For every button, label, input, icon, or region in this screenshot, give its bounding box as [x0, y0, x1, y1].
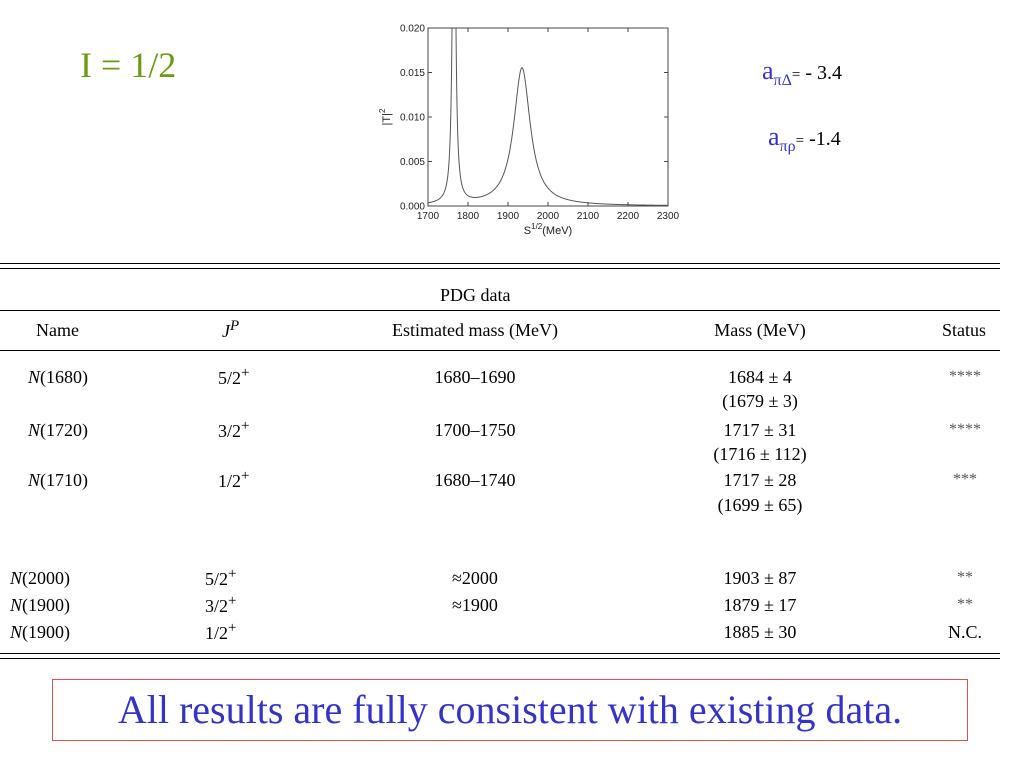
row-status: **** — [949, 368, 981, 385]
param-symbol: a — [762, 56, 774, 85]
row-jp: 1/2+ — [205, 620, 237, 643]
row-estimated-mass: ≈2000 — [452, 568, 498, 588]
y-tick-label: 0.005 — [400, 157, 425, 168]
y-tick-label: 0.015 — [400, 68, 425, 79]
row-jp: 5/2+ — [218, 365, 250, 388]
y-tick-label: 0.010 — [400, 113, 425, 124]
header-jp-base: J — [222, 321, 230, 341]
row-jp: 3/2+ — [205, 593, 237, 616]
x-axis-label: S1/2(MeV) — [524, 222, 572, 237]
param-a-pi-delta: aπΔ= - 3.4 — [762, 56, 842, 90]
row-mass-alt: (1699 ± 65) — [717, 495, 803, 515]
row-estimated-mass: ≈1900 — [452, 595, 498, 615]
row-estimated-mass: 1700–1750 — [434, 420, 516, 440]
header-name: Name — [36, 320, 79, 340]
plot-frame — [427, 27, 669, 207]
row-jp: 3/2+ — [218, 418, 250, 441]
row-name: N(1900) — [10, 622, 71, 642]
x-tick-label: 2200 — [617, 211, 640, 222]
header-mass: Mass (MeV) — [714, 320, 806, 340]
row-jp: 5/2+ — [205, 566, 237, 589]
header-rule — [0, 350, 1000, 351]
row-name: N(1900) — [10, 595, 71, 615]
x-tick-label: 2300 — [657, 211, 680, 222]
row-mass: 1879 ± 17 — [723, 595, 797, 615]
y-axis-label: |T|2 — [378, 108, 393, 125]
row-mass-alt: (1679 ± 3) — [722, 391, 798, 411]
table-bottom-rule-2 — [0, 658, 1000, 659]
header-estimated-mass: Estimated mass (MeV) — [392, 320, 558, 340]
header-status: Status — [942, 320, 987, 340]
y-tick-label: 0.020 — [400, 24, 425, 35]
row-name: N(2000) — [10, 568, 71, 588]
row-status: *** — [953, 471, 977, 488]
table-top-rule-1 — [0, 263, 1000, 264]
table-title: PDG data — [440, 285, 511, 305]
param-eq: = — [791, 67, 801, 83]
param-eq: = — [795, 133, 805, 149]
row-mass: 1684 ± 4 — [728, 367, 792, 387]
param-subscript: πρ — [779, 138, 796, 155]
x-tick-label: 1700 — [417, 211, 440, 222]
amplitude-chart: 1700 1800 1900 2000 2100 2200 2300 0.000 0.005 0.… — [378, 24, 680, 238]
row-status: ** — [957, 569, 973, 586]
row-name: N(1720) — [28, 420, 89, 440]
row-jp: 1/2+ — [218, 468, 250, 491]
row-name: N(1680) — [28, 367, 89, 387]
row-status: ** — [957, 596, 973, 613]
param-value: -1.4 — [804, 128, 841, 150]
y-tick-label: 0.000 — [400, 202, 425, 213]
row-status: N.C. — [947, 622, 982, 642]
header-jp: JP — [222, 318, 239, 342]
row-mass: 1885 ± 30 — [723, 622, 797, 642]
table-bottom-rule-1 — [0, 653, 1000, 654]
row-mass: 1717 ± 31 — [723, 420, 797, 440]
header-jp-sup: P — [230, 318, 240, 334]
row-estimated-mass: 1680–1690 — [434, 367, 516, 387]
row-status: **** — [949, 421, 981, 438]
conclusion-banner: All results are fully consistent with ex… — [52, 679, 968, 741]
row-mass-alt: (1716 ± 112) — [713, 444, 807, 464]
param-a-pi-rho: aπρ= -1.4 — [768, 122, 841, 156]
table-title-rule — [0, 310, 1000, 311]
x-tick-label: 1800 — [457, 211, 480, 222]
param-subscript: πΔ — [773, 72, 792, 89]
isospin-label: I = 1/2 — [80, 45, 177, 85]
x-tick-label: 1900 — [497, 211, 520, 222]
row-name: N(1710) — [28, 470, 89, 490]
row-mass: 1717 ± 28 — [723, 470, 797, 490]
param-value: - 3.4 — [800, 62, 843, 84]
row-estimated-mass: 1680–1740 — [434, 470, 516, 490]
x-tick-label: 2000 — [537, 211, 560, 222]
param-symbol: a — [768, 122, 780, 151]
x-tick-label: 2100 — [577, 211, 600, 222]
table-top-rule-2 — [0, 268, 1000, 269]
row-mass: 1903 ± 87 — [723, 568, 797, 588]
series-line — [428, 28, 668, 206]
